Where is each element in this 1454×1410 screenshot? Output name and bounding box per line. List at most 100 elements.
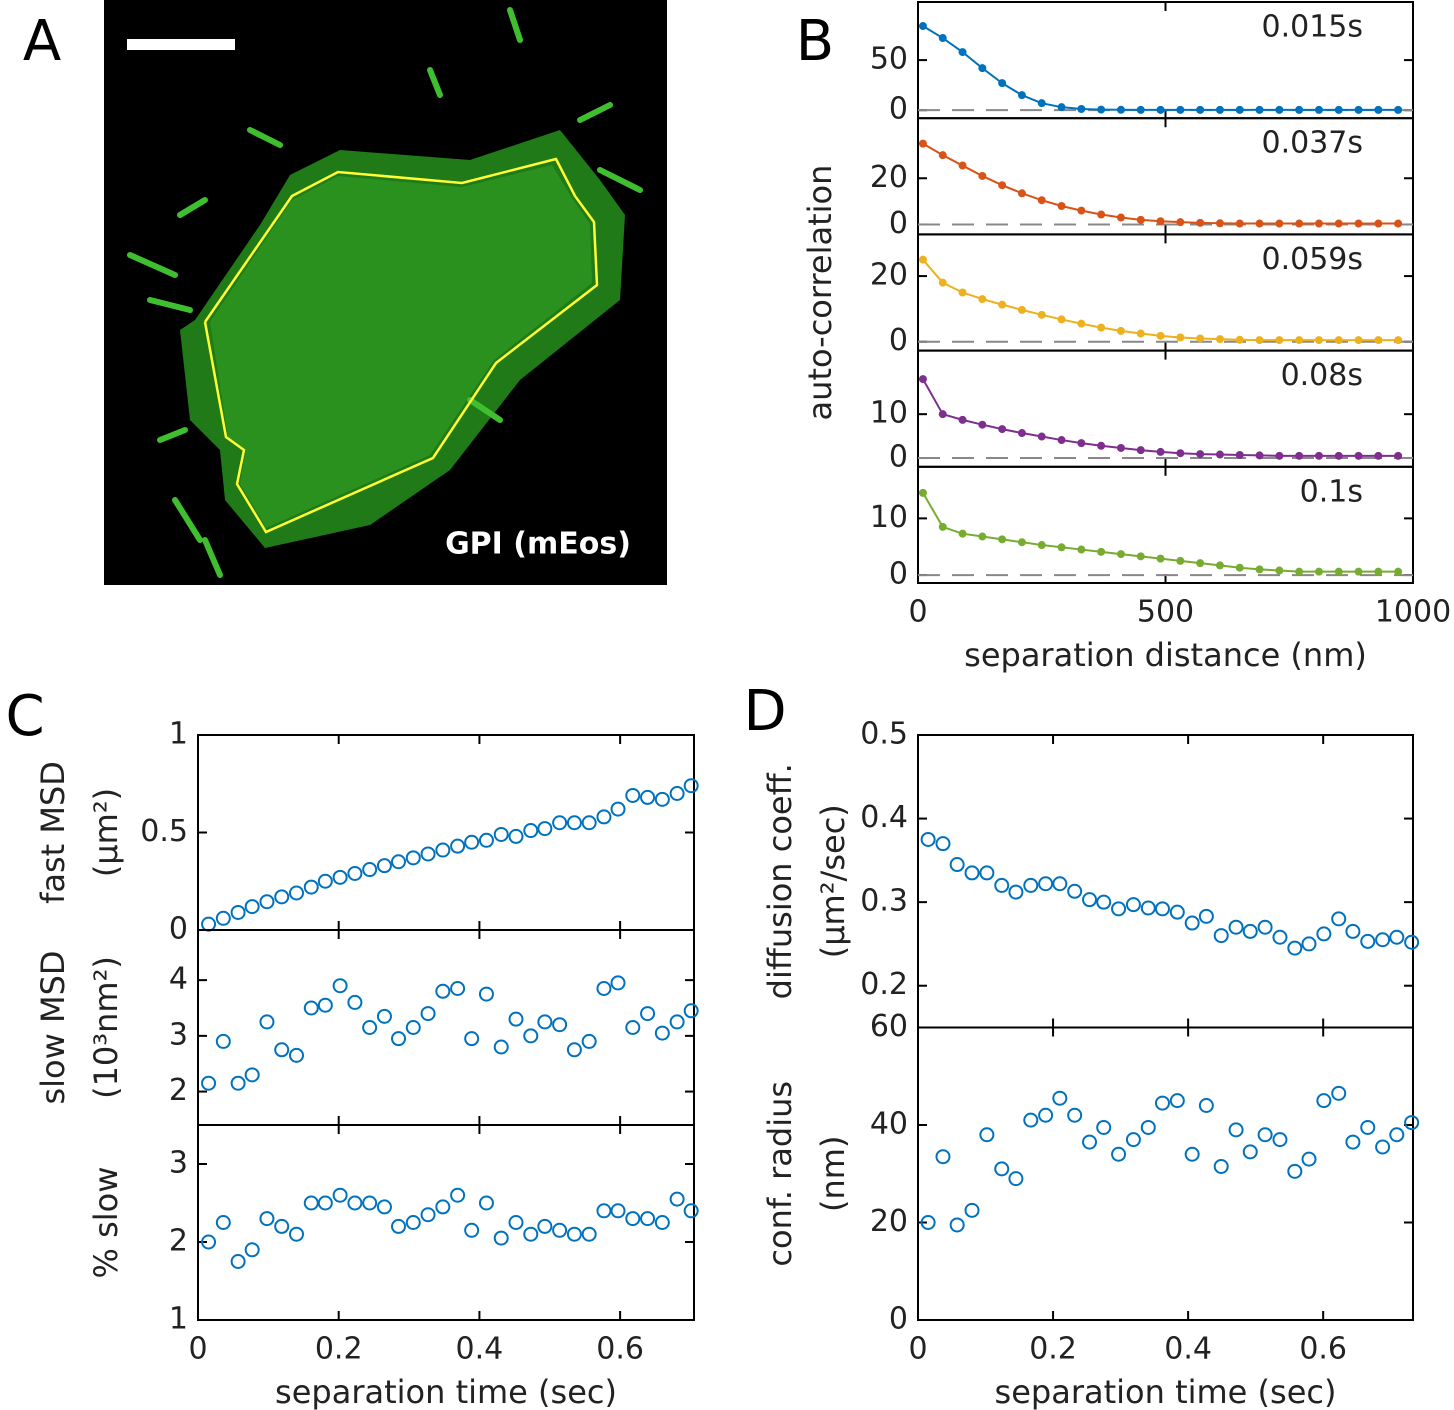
data-point: [552, 815, 568, 831]
data-point: [978, 171, 987, 180]
data-point: [1176, 105, 1185, 114]
data-point: [1394, 336, 1403, 345]
data-point: [1136, 552, 1145, 561]
data-point: [1360, 933, 1376, 949]
y-axis-label: (10³nm²): [87, 956, 125, 1099]
data-point: [958, 529, 967, 538]
y-tick-label: 10: [870, 396, 908, 431]
data-point: [610, 975, 626, 991]
data-point: [1096, 894, 1112, 910]
data-point: [332, 978, 348, 994]
data-point: [1097, 105, 1106, 114]
data-point: [1156, 217, 1165, 226]
data-point: [1097, 441, 1106, 450]
data-point: [1017, 429, 1026, 438]
data-point: [274, 889, 290, 905]
x-tick-label: 0.2: [1029, 1332, 1077, 1367]
data-point: [1255, 219, 1264, 228]
data-point: [1314, 567, 1323, 576]
data-point: [478, 986, 494, 1002]
data-point: [1156, 105, 1165, 114]
data-point: [1017, 91, 1026, 100]
x-tick-label: 500: [1137, 595, 1194, 630]
y-tick-label: 0: [169, 912, 188, 947]
data-point: [376, 858, 392, 874]
y-axis-label: auto-correlation: [801, 165, 839, 421]
data-point: [1314, 451, 1323, 460]
data-point: [1136, 105, 1145, 114]
y-tick-label: 50: [870, 42, 908, 77]
data-point: [1334, 336, 1343, 345]
x-tick-label: 0.4: [456, 1332, 504, 1367]
data-point: [274, 1042, 290, 1058]
data-point: [1008, 884, 1024, 900]
x-tick-label: 0: [908, 595, 927, 630]
data-point: [1334, 105, 1343, 114]
data-point: [1242, 923, 1258, 939]
data-point: [317, 873, 333, 889]
data-point: [1067, 883, 1083, 899]
data-point: [450, 838, 466, 854]
data-point: [347, 994, 363, 1010]
x-tick-label: 0.2: [315, 1332, 363, 1367]
data-point: [669, 1014, 685, 1030]
data-point: [1255, 451, 1264, 460]
data-point: [640, 1211, 656, 1227]
data-point: [1057, 436, 1066, 445]
data-point: [1116, 550, 1125, 559]
filopodia: [127, 7, 643, 578]
data-point: [347, 865, 363, 881]
data-point: [1375, 932, 1391, 948]
data-point: [508, 1011, 524, 1027]
data-point: [1394, 219, 1403, 228]
data-point: [1374, 219, 1383, 228]
y-tick-label: 20: [870, 1204, 908, 1239]
data-point: [938, 151, 947, 160]
data-point: [1394, 105, 1403, 114]
y-axis-label: (μm²/sec): [814, 804, 852, 958]
data-point: [1235, 219, 1244, 228]
data-point: [288, 1047, 304, 1063]
data-point: [303, 1195, 319, 1211]
y-axis-label: slow MSD: [34, 950, 72, 1104]
data-point: [230, 904, 246, 920]
data-point: [1136, 446, 1145, 455]
y-tick-label: 0.4: [860, 800, 908, 835]
axes-frame: [917, 734, 1414, 1029]
data-point: [435, 842, 451, 858]
data-point: [581, 1033, 597, 1049]
data-point: [1169, 1093, 1185, 1109]
data-point: [405, 850, 421, 866]
data-point: [420, 1207, 436, 1223]
data-point: [317, 1195, 333, 1211]
x-axis-label: separation time (sec): [275, 1373, 617, 1410]
data-point: [958, 161, 967, 170]
x-axis-label: separation distance (nm): [964, 636, 1367, 674]
data-point: [1176, 333, 1185, 342]
image-panel: GPI (mEos) A: [23, 0, 667, 585]
data-point: [994, 877, 1010, 893]
roi-outline: [203, 157, 599, 534]
y-axis-label: fast MSD: [34, 761, 72, 904]
data-point: [979, 865, 995, 881]
data-point: [478, 1195, 494, 1211]
data-point: [994, 1161, 1010, 1177]
data-point: [1111, 1146, 1127, 1162]
y-tick-label: 10: [870, 500, 908, 535]
data-point: [625, 1020, 641, 1035]
data-point: [391, 854, 407, 870]
y-tick-label: 0.5: [140, 814, 188, 849]
data-point: [1023, 1112, 1039, 1128]
data-point: [1037, 432, 1046, 441]
data-point: [935, 1149, 951, 1165]
y-axis-label: % slow: [87, 1167, 125, 1279]
data-point: [1196, 559, 1205, 568]
data-point: [935, 836, 951, 852]
y-axis-label: diffusion coeff.: [761, 763, 799, 999]
panel-letter: A: [23, 9, 61, 74]
data-point: [1184, 915, 1200, 931]
data-point: [1196, 105, 1205, 114]
data-point: [464, 1222, 480, 1238]
data-point: [998, 535, 1007, 544]
